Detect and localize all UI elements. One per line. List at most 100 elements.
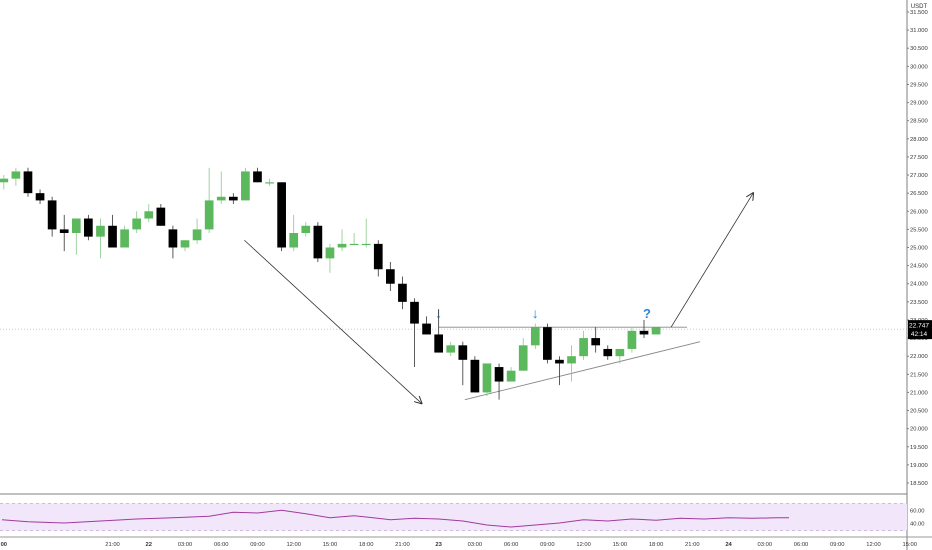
candle [458, 341, 468, 386]
candle-body [398, 283, 407, 302]
candle [168, 225, 178, 259]
candle-countdown: 42:14 [911, 331, 928, 338]
candle [228, 193, 238, 205]
candle [337, 229, 347, 252]
candle-body [337, 243, 347, 248]
candle [192, 218, 202, 244]
candle-body [228, 196, 238, 201]
price-tick-label: 25.000 [910, 246, 928, 252]
candle [277, 182, 286, 252]
candle-body [47, 200, 57, 230]
candle [651, 327, 661, 335]
time-tick-label: 23 [435, 542, 442, 548]
candle-body [301, 225, 311, 234]
candle [579, 330, 588, 360]
time-tick-label: 12:00 [286, 542, 301, 548]
time-tick-label: 24 [725, 542, 732, 548]
candle [71, 218, 81, 255]
candle [349, 233, 359, 246]
time-tick-label: 03:00 [468, 542, 483, 548]
time-tick-label: 09:00 [830, 542, 845, 548]
price-tick-label: 30.500 [910, 46, 928, 52]
price-tick-label: 21.000 [910, 390, 928, 396]
candle-body [132, 218, 142, 230]
candle [253, 167, 262, 183]
candle-body [84, 218, 93, 237]
candle-body [204, 200, 214, 230]
current-price-badge: 22.747 42:14 [908, 320, 932, 340]
downtrend-arrow [244, 239, 421, 403]
candle [216, 171, 226, 205]
candle [265, 178, 274, 186]
candle-body [506, 370, 516, 382]
candle [301, 222, 311, 237]
candle [180, 240, 190, 252]
candle [241, 167, 250, 201]
price-tick-label: 20.500 [910, 409, 928, 415]
price-tick-label: 22.000 [910, 354, 928, 360]
candle [518, 338, 528, 371]
candle-body [23, 171, 33, 194]
candle [446, 341, 456, 357]
candle [108, 214, 117, 248]
candle-body [639, 330, 649, 335]
time-tick-label: 12:00 [576, 542, 591, 548]
price-tick-label: 21.500 [910, 372, 928, 378]
rsi-line [1, 509, 789, 528]
time-tick-label: 21:00 [105, 542, 120, 548]
time-tick-label: 03:00 [758, 542, 773, 548]
price-tick-label: 31.000 [910, 28, 928, 34]
candle-body [253, 171, 262, 183]
candle-body [0, 178, 9, 183]
candle [132, 211, 142, 234]
candle-body [11, 171, 21, 179]
candle [0, 175, 9, 190]
price-tick-label: 19.500 [910, 445, 928, 451]
candle-body [458, 345, 468, 360]
candle [144, 204, 154, 223]
candle [204, 167, 214, 234]
candle [47, 196, 57, 237]
candle [23, 167, 33, 197]
ascending-support-line [464, 341, 701, 401]
candle [639, 319, 649, 339]
price-tick-label: 30.000 [910, 64, 928, 70]
price-tick-label: 29.500 [910, 82, 928, 88]
candle [422, 316, 431, 335]
time-tick-label: 06:00 [214, 542, 229, 548]
candle [35, 189, 45, 205]
candle [96, 218, 105, 259]
candle-body [385, 269, 395, 284]
candle-body [627, 330, 637, 349]
price-tick-label: 19.000 [910, 463, 928, 469]
candle-body [35, 193, 45, 201]
price-tick-label: 18.500 [910, 481, 928, 487]
price-tick-label: 25.500 [910, 227, 928, 233]
candle-body [349, 243, 359, 246]
candle-body [289, 233, 299, 248]
time-tick-label: 15:00 [613, 542, 628, 548]
price-tick-label: 24.000 [910, 282, 928, 288]
price-tick-label: 27.000 [910, 173, 928, 179]
time-tick-label: 12:00 [866, 542, 881, 548]
candle-body [156, 207, 166, 226]
candle-body [168, 229, 178, 248]
time-tick-label: 18:00 [359, 542, 374, 548]
candle [627, 327, 637, 353]
candle [313, 222, 323, 262]
rsi-tick-label: 40.00 [910, 522, 925, 528]
candle-body [543, 327, 552, 360]
candle [543, 323, 552, 364]
candle-body [373, 243, 383, 270]
candle-body [144, 211, 154, 219]
candle-body [180, 240, 190, 248]
candle-body [96, 225, 105, 237]
candle-body [530, 327, 540, 346]
candle-body [277, 182, 286, 248]
candle-body [192, 229, 202, 241]
candle [567, 345, 576, 382]
time-tick-label: 03:00 [178, 542, 193, 548]
candle [603, 345, 613, 360]
candle-body [434, 334, 444, 353]
